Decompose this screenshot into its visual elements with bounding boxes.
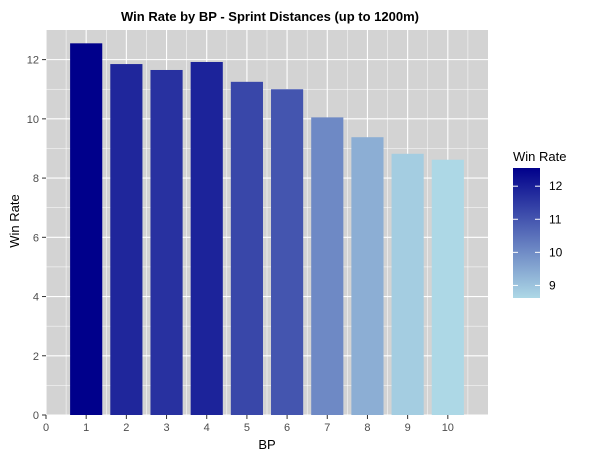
bar-bp-9	[391, 153, 424, 416]
legend: Win Rate 12 11 10 9	[513, 149, 566, 298]
x-tick-label: 3	[163, 422, 169, 434]
y-tick-label: 0	[33, 410, 39, 422]
legend-label: 12	[549, 179, 563, 193]
x-tick-label: 8	[364, 422, 370, 434]
x-tick-label: 7	[324, 422, 330, 434]
x-tick-label: 1	[83, 422, 89, 434]
bar-bp-8	[351, 137, 384, 415]
bar-bp-3	[150, 69, 183, 415]
bar-bp-10	[431, 159, 464, 415]
legend-label: 10	[549, 245, 563, 259]
x-tick-label: 0	[43, 422, 49, 434]
x-axis-title: BP	[258, 437, 275, 452]
y-tick-label: 12	[27, 55, 39, 67]
x-tick-label: 4	[204, 422, 210, 434]
y-tick-label: 2	[33, 351, 39, 363]
bar-bp-6	[271, 89, 304, 415]
bar-bp-1	[70, 43, 103, 415]
legend-color-bar	[513, 168, 540, 298]
x-tick-label: 2	[123, 422, 129, 434]
bar-bp-4	[190, 61, 223, 415]
y-tick-label: 4	[33, 292, 39, 304]
y-tick-label: 8	[33, 173, 39, 185]
x-tick-label: 10	[442, 422, 454, 434]
x-tick-label: 5	[244, 422, 250, 434]
bar-bp-7	[311, 117, 344, 415]
legend-label: 11	[549, 212, 562, 226]
bar-bp-2	[110, 64, 143, 416]
legend-title: Win Rate	[513, 149, 566, 164]
y-axis-title: Win Rate	[7, 194, 22, 247]
chart-title: Win Rate by BP - Sprint Distances (up to…	[121, 9, 419, 24]
x-tick-label: 6	[284, 422, 290, 434]
bar-bp-5	[230, 81, 263, 416]
legend-label: 9	[549, 278, 556, 292]
x-tick-label: 9	[405, 422, 411, 434]
y-tick-label: 6	[33, 232, 39, 244]
y-tick-label: 10	[27, 114, 39, 126]
